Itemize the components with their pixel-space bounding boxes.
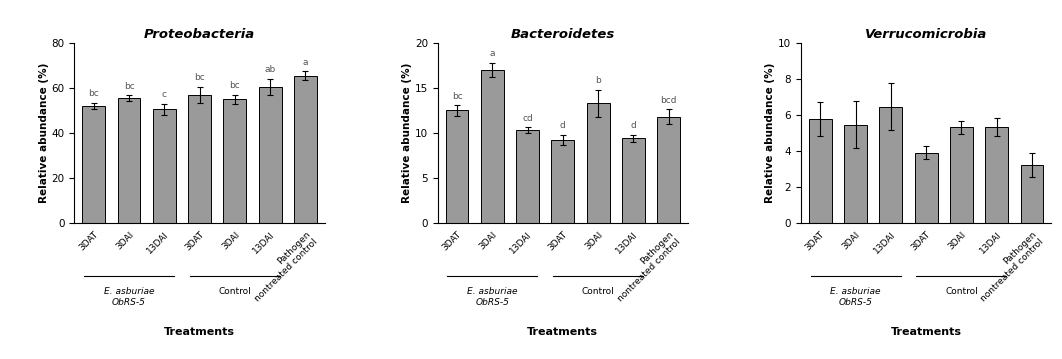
Text: Control: Control: [945, 287, 978, 296]
Text: bc: bc: [451, 92, 462, 101]
Bar: [446, 111, 468, 223]
Text: Pathogen
nontreated control: Pathogen nontreated control: [972, 230, 1046, 303]
Text: 3DAI: 3DAI: [220, 230, 241, 251]
Text: b: b: [596, 76, 601, 85]
Text: bc: bc: [123, 82, 135, 91]
Bar: [622, 138, 645, 223]
Text: Pathogen
nontreated control: Pathogen nontreated control: [609, 230, 683, 303]
Y-axis label: Relative abundance (%): Relative abundance (%): [766, 62, 775, 203]
Text: 3DAT: 3DAT: [547, 230, 569, 253]
Text: bcd: bcd: [661, 96, 676, 105]
Text: bc: bc: [194, 73, 205, 82]
Text: 13DAI: 13DAI: [978, 230, 1003, 255]
Text: a: a: [490, 49, 495, 58]
Bar: [551, 140, 575, 223]
Bar: [914, 153, 938, 223]
Text: Pathogen
nontreated control: Pathogen nontreated control: [245, 230, 320, 303]
Text: 3DAI: 3DAI: [477, 230, 499, 251]
Bar: [82, 106, 105, 223]
Text: 3DAI: 3DAI: [114, 230, 135, 251]
Text: 3DAT: 3DAT: [441, 230, 463, 253]
Bar: [481, 70, 503, 223]
Bar: [223, 99, 246, 223]
Text: 3DAT: 3DAT: [910, 230, 932, 253]
Title: Verrucomicrobia: Verrucomicrobia: [864, 28, 988, 41]
Text: c: c: [161, 90, 167, 99]
Text: d: d: [560, 121, 566, 130]
Y-axis label: Relative abundance (%): Relative abundance (%): [401, 62, 412, 203]
Bar: [986, 127, 1008, 223]
Bar: [188, 95, 211, 223]
Y-axis label: Relative abundance (%): Relative abundance (%): [38, 62, 49, 203]
Bar: [294, 76, 316, 223]
Text: a: a: [303, 58, 308, 67]
Bar: [153, 109, 176, 223]
Text: 13DAI: 13DAI: [251, 230, 276, 255]
Bar: [949, 127, 973, 223]
Text: ab: ab: [264, 65, 276, 74]
Text: 13DAI: 13DAI: [872, 230, 897, 255]
Text: E. asburiae
ObRS-5: E. asburiae ObRS-5: [830, 287, 880, 307]
Text: Treatments: Treatments: [891, 327, 961, 337]
Text: 13DAI: 13DAI: [145, 230, 171, 255]
Bar: [586, 103, 610, 223]
Text: 3DAI: 3DAI: [840, 230, 862, 251]
Bar: [844, 125, 867, 223]
Bar: [657, 117, 680, 223]
Bar: [118, 98, 140, 223]
Bar: [809, 119, 832, 223]
Text: 3DAT: 3DAT: [78, 230, 100, 253]
Title: Proteobacteria: Proteobacteria: [144, 28, 255, 41]
Text: d: d: [631, 121, 636, 130]
Text: E. asburiae
ObRS-5: E. asburiae ObRS-5: [467, 287, 517, 307]
Bar: [516, 130, 539, 223]
Text: Treatments: Treatments: [528, 327, 598, 337]
Text: E. asburiae
ObRS-5: E. asburiae ObRS-5: [104, 287, 154, 307]
Bar: [879, 107, 903, 223]
Text: 13DAI: 13DAI: [509, 230, 534, 255]
Title: Bacteroidetes: Bacteroidetes: [511, 28, 615, 41]
Text: Treatments: Treatments: [165, 327, 235, 337]
Text: bc: bc: [88, 89, 99, 98]
Text: Control: Control: [582, 287, 615, 296]
Text: 13DAI: 13DAI: [614, 230, 639, 255]
Text: 3DAI: 3DAI: [946, 230, 967, 251]
Text: Control: Control: [219, 287, 252, 296]
Text: 3DAT: 3DAT: [804, 230, 826, 253]
Text: bc: bc: [229, 81, 240, 90]
Text: 3DAI: 3DAI: [583, 230, 604, 251]
Text: cd: cd: [523, 114, 533, 123]
Bar: [259, 87, 281, 223]
Text: 3DAT: 3DAT: [183, 230, 206, 253]
Bar: [1021, 165, 1044, 223]
